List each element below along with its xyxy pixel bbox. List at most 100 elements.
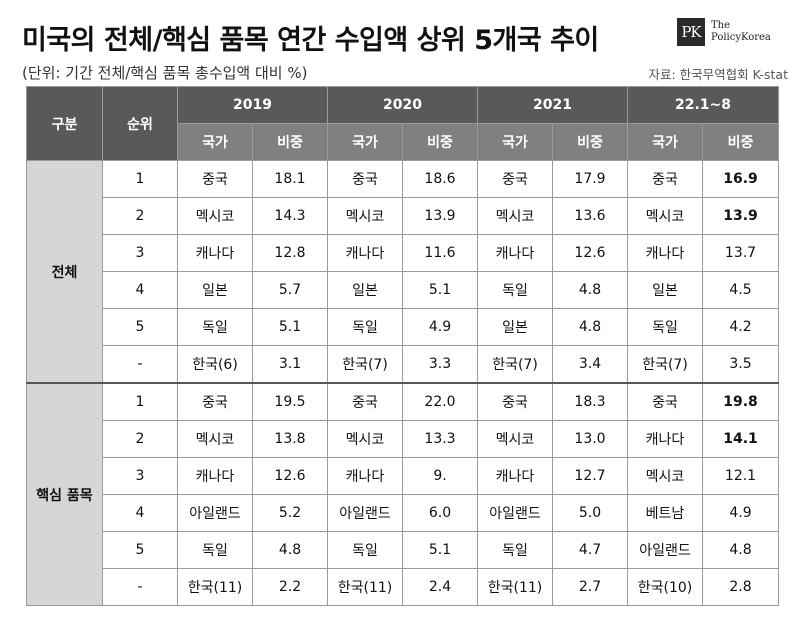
share-cell: 12.1 bbox=[701, 457, 780, 495]
rank-cell: 3 bbox=[102, 234, 178, 272]
section-label: 전체 bbox=[26, 160, 103, 384]
share-cell: 13.0 bbox=[552, 420, 628, 458]
country-cell: 한국(6) bbox=[177, 345, 253, 384]
rank-cell: 2 bbox=[102, 420, 178, 458]
table-row: 5 독일 4.8 독일 5.1 독일 4.7 아일랜드 4.8 bbox=[27, 531, 780, 569]
share-cell: 22.0 bbox=[402, 382, 478, 421]
table-row: 4 일본 5.7 일본 5.1 독일 4.8 일본 4.5 bbox=[27, 271, 780, 309]
share-cell: 12.8 bbox=[252, 234, 328, 272]
table-row: 핵심 품목 1 중국 19.5 중국 22.0 중국 18.3 중국 19.8 bbox=[26, 382, 780, 606]
share-cell: 2.2 bbox=[252, 568, 328, 606]
country-cell: 아일랜드 bbox=[327, 494, 403, 532]
share-cell: 17.9 bbox=[552, 160, 628, 198]
header-rank: 순위 bbox=[102, 86, 178, 161]
share-cell: 13.6 bbox=[552, 197, 628, 235]
country-cell: 멕시코 bbox=[627, 457, 703, 495]
share-cell: 5.1 bbox=[402, 271, 478, 309]
country-cell: 독일 bbox=[327, 308, 403, 346]
subheader-country: 국가 bbox=[327, 123, 403, 161]
share-cell: 14.1 bbox=[701, 420, 780, 458]
rank-cell: - bbox=[102, 345, 178, 384]
country-cell: 캐나다 bbox=[327, 457, 403, 495]
share-cell: 2.7 bbox=[552, 568, 628, 606]
share-cell: 18.6 bbox=[402, 160, 478, 198]
rank-cell: 1 bbox=[102, 160, 178, 198]
country-cell: 중국 bbox=[327, 382, 403, 421]
header-period: 22.1~8 bbox=[626, 86, 780, 124]
country-cell: 독일 bbox=[327, 531, 403, 569]
share-cell: 3.1 bbox=[252, 345, 328, 384]
country-cell: 캐나다 bbox=[477, 234, 553, 272]
share-cell: 4.8 bbox=[552, 308, 628, 346]
country-cell: 캐나다 bbox=[627, 420, 703, 458]
share-cell: 12.7 bbox=[552, 457, 628, 495]
logo-text: The PolicyKorea bbox=[711, 20, 771, 44]
share-cell: 5.0 bbox=[552, 494, 628, 532]
share-cell: 3.3 bbox=[402, 345, 478, 384]
country-cell: 캐나다 bbox=[177, 457, 253, 495]
country-cell: 중국 bbox=[477, 160, 553, 198]
subheader-country: 국가 bbox=[477, 123, 553, 161]
header-period: 2020 bbox=[327, 86, 478, 124]
table-row: - 한국(6) 3.1 한국(7) 3.3 한국(7) 3.4 한국(7) 3.5 bbox=[27, 345, 780, 384]
share-cell: 16.9 bbox=[701, 160, 780, 198]
share-cell: 3.4 bbox=[552, 345, 628, 384]
country-cell: 멕시코 bbox=[477, 420, 553, 458]
share-cell: 3.5 bbox=[701, 345, 780, 384]
share-cell: 5.1 bbox=[402, 531, 478, 569]
subheader-country: 국가 bbox=[177, 123, 253, 161]
country-cell: 일본 bbox=[477, 308, 553, 346]
table-body: 전체 1 중국 18.1 중국 18.6 중국 17.9 중국 16.9 2 멕시코 14.3 멕시코 13… bbox=[26, 160, 780, 606]
country-cell: 한국(11) bbox=[477, 568, 553, 606]
page-title: 미국의 전체/핵심 품목 연간 수입액 상위 5개국 추이 bbox=[22, 25, 599, 56]
share-cell: 4.2 bbox=[701, 308, 780, 346]
country-cell: 한국(11) bbox=[177, 568, 253, 606]
table-row: 3 캐나다 12.6 캐나다 9. 캐나다 12.7 멕시코 12.1 bbox=[27, 457, 780, 495]
header-period: 2019 bbox=[177, 86, 328, 124]
country-cell: 한국(7) bbox=[327, 345, 403, 384]
table-row: 3 캐나다 12.8 캐나다 11.6 캐나다 12.6 캐나다 13.7 bbox=[27, 234, 780, 272]
country-cell: 한국(10) bbox=[627, 568, 703, 606]
rank-cell: 4 bbox=[102, 271, 178, 309]
rank-cell: 4 bbox=[102, 494, 178, 532]
share-cell: 13.7 bbox=[701, 234, 780, 272]
table-row: 2 멕시코 14.3 멕시코 13.9 멕시코 13.6 멕시코 13.9 bbox=[27, 197, 780, 235]
rank-cell: 1 bbox=[102, 382, 178, 421]
country-cell: 중국 bbox=[327, 160, 403, 198]
rank-cell: 5 bbox=[102, 531, 178, 569]
country-cell: 캐나다 bbox=[477, 457, 553, 495]
logo-mark: PK bbox=[677, 18, 705, 46]
share-cell: 4.8 bbox=[701, 531, 780, 569]
country-cell: 멕시코 bbox=[477, 197, 553, 235]
subheader-country: 국가 bbox=[627, 123, 703, 161]
logo-line1: The bbox=[711, 20, 731, 31]
country-cell: 멕시코 bbox=[177, 420, 253, 458]
rank-cell: 5 bbox=[102, 308, 178, 346]
country-cell: 중국 bbox=[477, 382, 553, 421]
country-cell: 일본 bbox=[327, 271, 403, 309]
share-cell: 4.9 bbox=[701, 494, 780, 532]
country-cell: 캐나다 bbox=[627, 234, 703, 272]
country-cell: 아일랜드 bbox=[627, 531, 703, 569]
country-cell: 독일 bbox=[627, 308, 703, 346]
country-cell: 멕시코 bbox=[177, 197, 253, 235]
subheader-share: 비중 bbox=[552, 123, 628, 161]
subheader-share: 비중 bbox=[701, 123, 780, 161]
rank-cell: - bbox=[102, 568, 178, 606]
rank-cell: 2 bbox=[102, 197, 178, 235]
country-cell: 멕시코 bbox=[327, 420, 403, 458]
country-cell: 일본 bbox=[177, 271, 253, 309]
share-cell: 12.6 bbox=[252, 457, 328, 495]
country-cell: 아일랜드 bbox=[477, 494, 553, 532]
share-cell: 18.1 bbox=[252, 160, 328, 198]
country-cell: 일본 bbox=[627, 271, 703, 309]
subheader-share: 비중 bbox=[402, 123, 478, 161]
share-cell: 14.3 bbox=[252, 197, 328, 235]
table-row: 2 멕시코 13.8 멕시코 13.3 멕시코 13.0 캐나다 14.1 bbox=[27, 420, 780, 458]
share-cell: 6.0 bbox=[402, 494, 478, 532]
share-cell: 13.8 bbox=[252, 420, 328, 458]
share-cell: 11.6 bbox=[402, 234, 478, 272]
share-cell: 2.8 bbox=[701, 568, 780, 606]
policykorea-logo: PK The PolicyKorea bbox=[677, 18, 771, 46]
share-cell: 4.5 bbox=[701, 271, 780, 309]
